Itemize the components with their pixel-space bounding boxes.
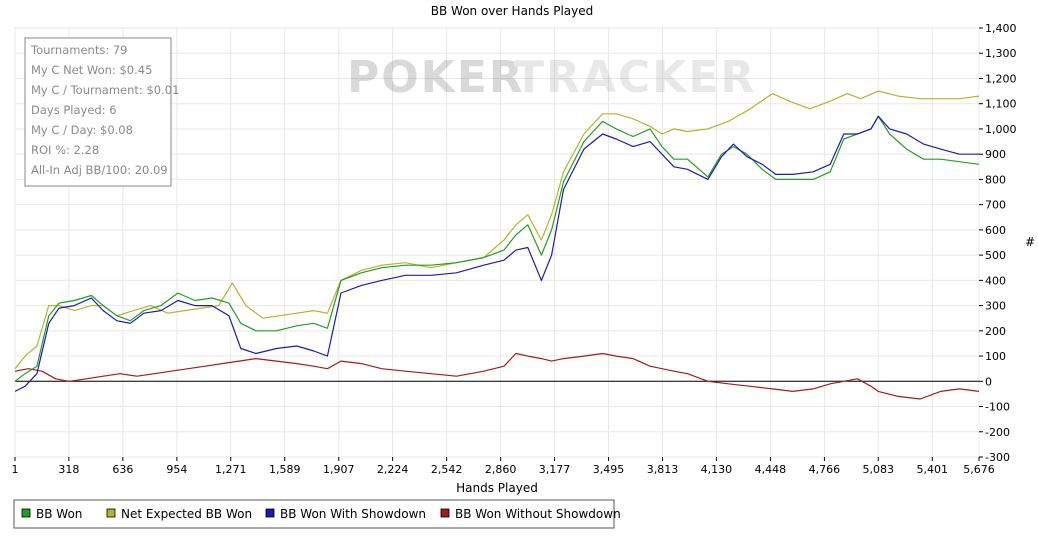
- x-tick-label: 4,766: [809, 463, 841, 476]
- y-axis-title: #: [1025, 235, 1035, 249]
- y-tick-label: -100: [985, 401, 1010, 414]
- x-tick-label: 1,271: [215, 463, 247, 476]
- legend-label-net-expected: Net Expected BB Won: [121, 507, 252, 521]
- legend-swatch-with-showdown: [265, 508, 275, 518]
- series-line-bb-won-without-showdown: [14, 352, 980, 400]
- stat-days-played: Days Played: 6: [31, 103, 117, 117]
- x-tick-label: 5,083: [863, 463, 895, 476]
- x-tick-label: 3,177: [539, 463, 571, 476]
- legend: BB Won Net Expected BB Won BB Won With S…: [13, 499, 621, 529]
- y-tick-label: 1,000: [985, 123, 1017, 136]
- watermark: POKER TRACKER: [347, 52, 756, 103]
- x-tick-label: 2,224: [377, 463, 409, 476]
- y-tick-label: 400: [985, 274, 1006, 287]
- series-line-bb-won: [14, 115, 980, 382]
- x-tick-label: 2,860: [485, 463, 517, 476]
- legend-label-with-showdown: BB Won With Showdown: [280, 507, 426, 521]
- y-tick-label: 1,300: [985, 47, 1017, 60]
- legend-label-without-showdown: BB Won Without Showdown: [455, 507, 621, 521]
- x-axis-ticks: 1 318 636 954 1,271 1,589 1,907 2,224 2,542 2,860…: [12, 457, 995, 476]
- stat-per-day: My C / Day: $0.08: [31, 123, 133, 137]
- legend-swatch-without-showdown: [440, 508, 450, 518]
- x-tick-label: 2,542: [431, 463, 463, 476]
- y-tick-label: -200: [985, 426, 1010, 439]
- legend-label-bb-won: BB Won: [36, 507, 82, 521]
- y-tick-label: 1,400: [985, 22, 1017, 35]
- x-tick-label: 4,448: [755, 463, 787, 476]
- x-tick-label: 4,130: [701, 463, 733, 476]
- stat-allin-adj: All-In Adj BB/100: 20.09: [31, 163, 168, 177]
- y-tick-label: 900: [985, 148, 1006, 161]
- chart-title: BB Won over Hands Played: [431, 4, 593, 18]
- y-tick-label: 300: [985, 300, 1006, 313]
- stat-tournaments: Tournaments: 79: [30, 43, 128, 57]
- x-axis-title: Hands Played: [456, 481, 538, 495]
- y-axis-ticks: 1,400 1,300 1,200 1,100 1,000 900 800 700 600 500…: [979, 22, 1017, 464]
- stat-net-won: My C Net Won: $0.45: [31, 63, 152, 77]
- x-tick-label: 636: [112, 463, 133, 476]
- y-tick-label: 100: [985, 350, 1006, 363]
- stats-box: Tournaments: 79 My C Net Won: $0.45 My C…: [24, 37, 179, 187]
- x-tick-label: 1,907: [323, 463, 355, 476]
- x-tick-label: 5,676: [963, 463, 995, 476]
- stat-per-tournament: My C / Tournament: $0.01: [31, 83, 179, 97]
- x-tick-label: 3,813: [647, 463, 679, 476]
- series-line-net-expected-bb-won: [14, 90, 980, 370]
- x-tick-label: 318: [58, 463, 79, 476]
- y-tick-label: 600: [985, 224, 1006, 237]
- y-gridlines: [15, 27, 979, 458]
- plot-area: [14, 27, 980, 458]
- watermark-poker: POKER: [347, 52, 525, 103]
- stat-roi: ROI %: 2.28: [31, 143, 99, 157]
- legend-swatch-net-expected: [106, 508, 116, 518]
- y-tick-label: -300: [985, 451, 1010, 464]
- y-tick-label: 1,200: [985, 72, 1017, 85]
- y-tick-label: 0: [985, 375, 992, 388]
- x-tick-label: 3,495: [593, 463, 625, 476]
- watermark-tracker: TRACKER: [514, 52, 756, 103]
- y-tick-label: 700: [985, 199, 1006, 212]
- series-line-bb-won-with-showdown: [14, 115, 979, 392]
- y-tick-label: 500: [985, 249, 1006, 262]
- legend-swatch-bb-won: [21, 508, 31, 518]
- x-tick-label: 954: [166, 463, 187, 476]
- y-tick-label: 800: [985, 173, 1006, 186]
- y-tick-label: 1,100: [985, 98, 1017, 111]
- series-group: [14, 90, 980, 400]
- stats-box-border: [24, 37, 172, 187]
- x-tick-label: 1: [12, 463, 19, 476]
- x-tick-label: 1,589: [269, 463, 301, 476]
- x-tick-label: 5,401: [917, 463, 949, 476]
- y-tick-label: 200: [985, 325, 1006, 338]
